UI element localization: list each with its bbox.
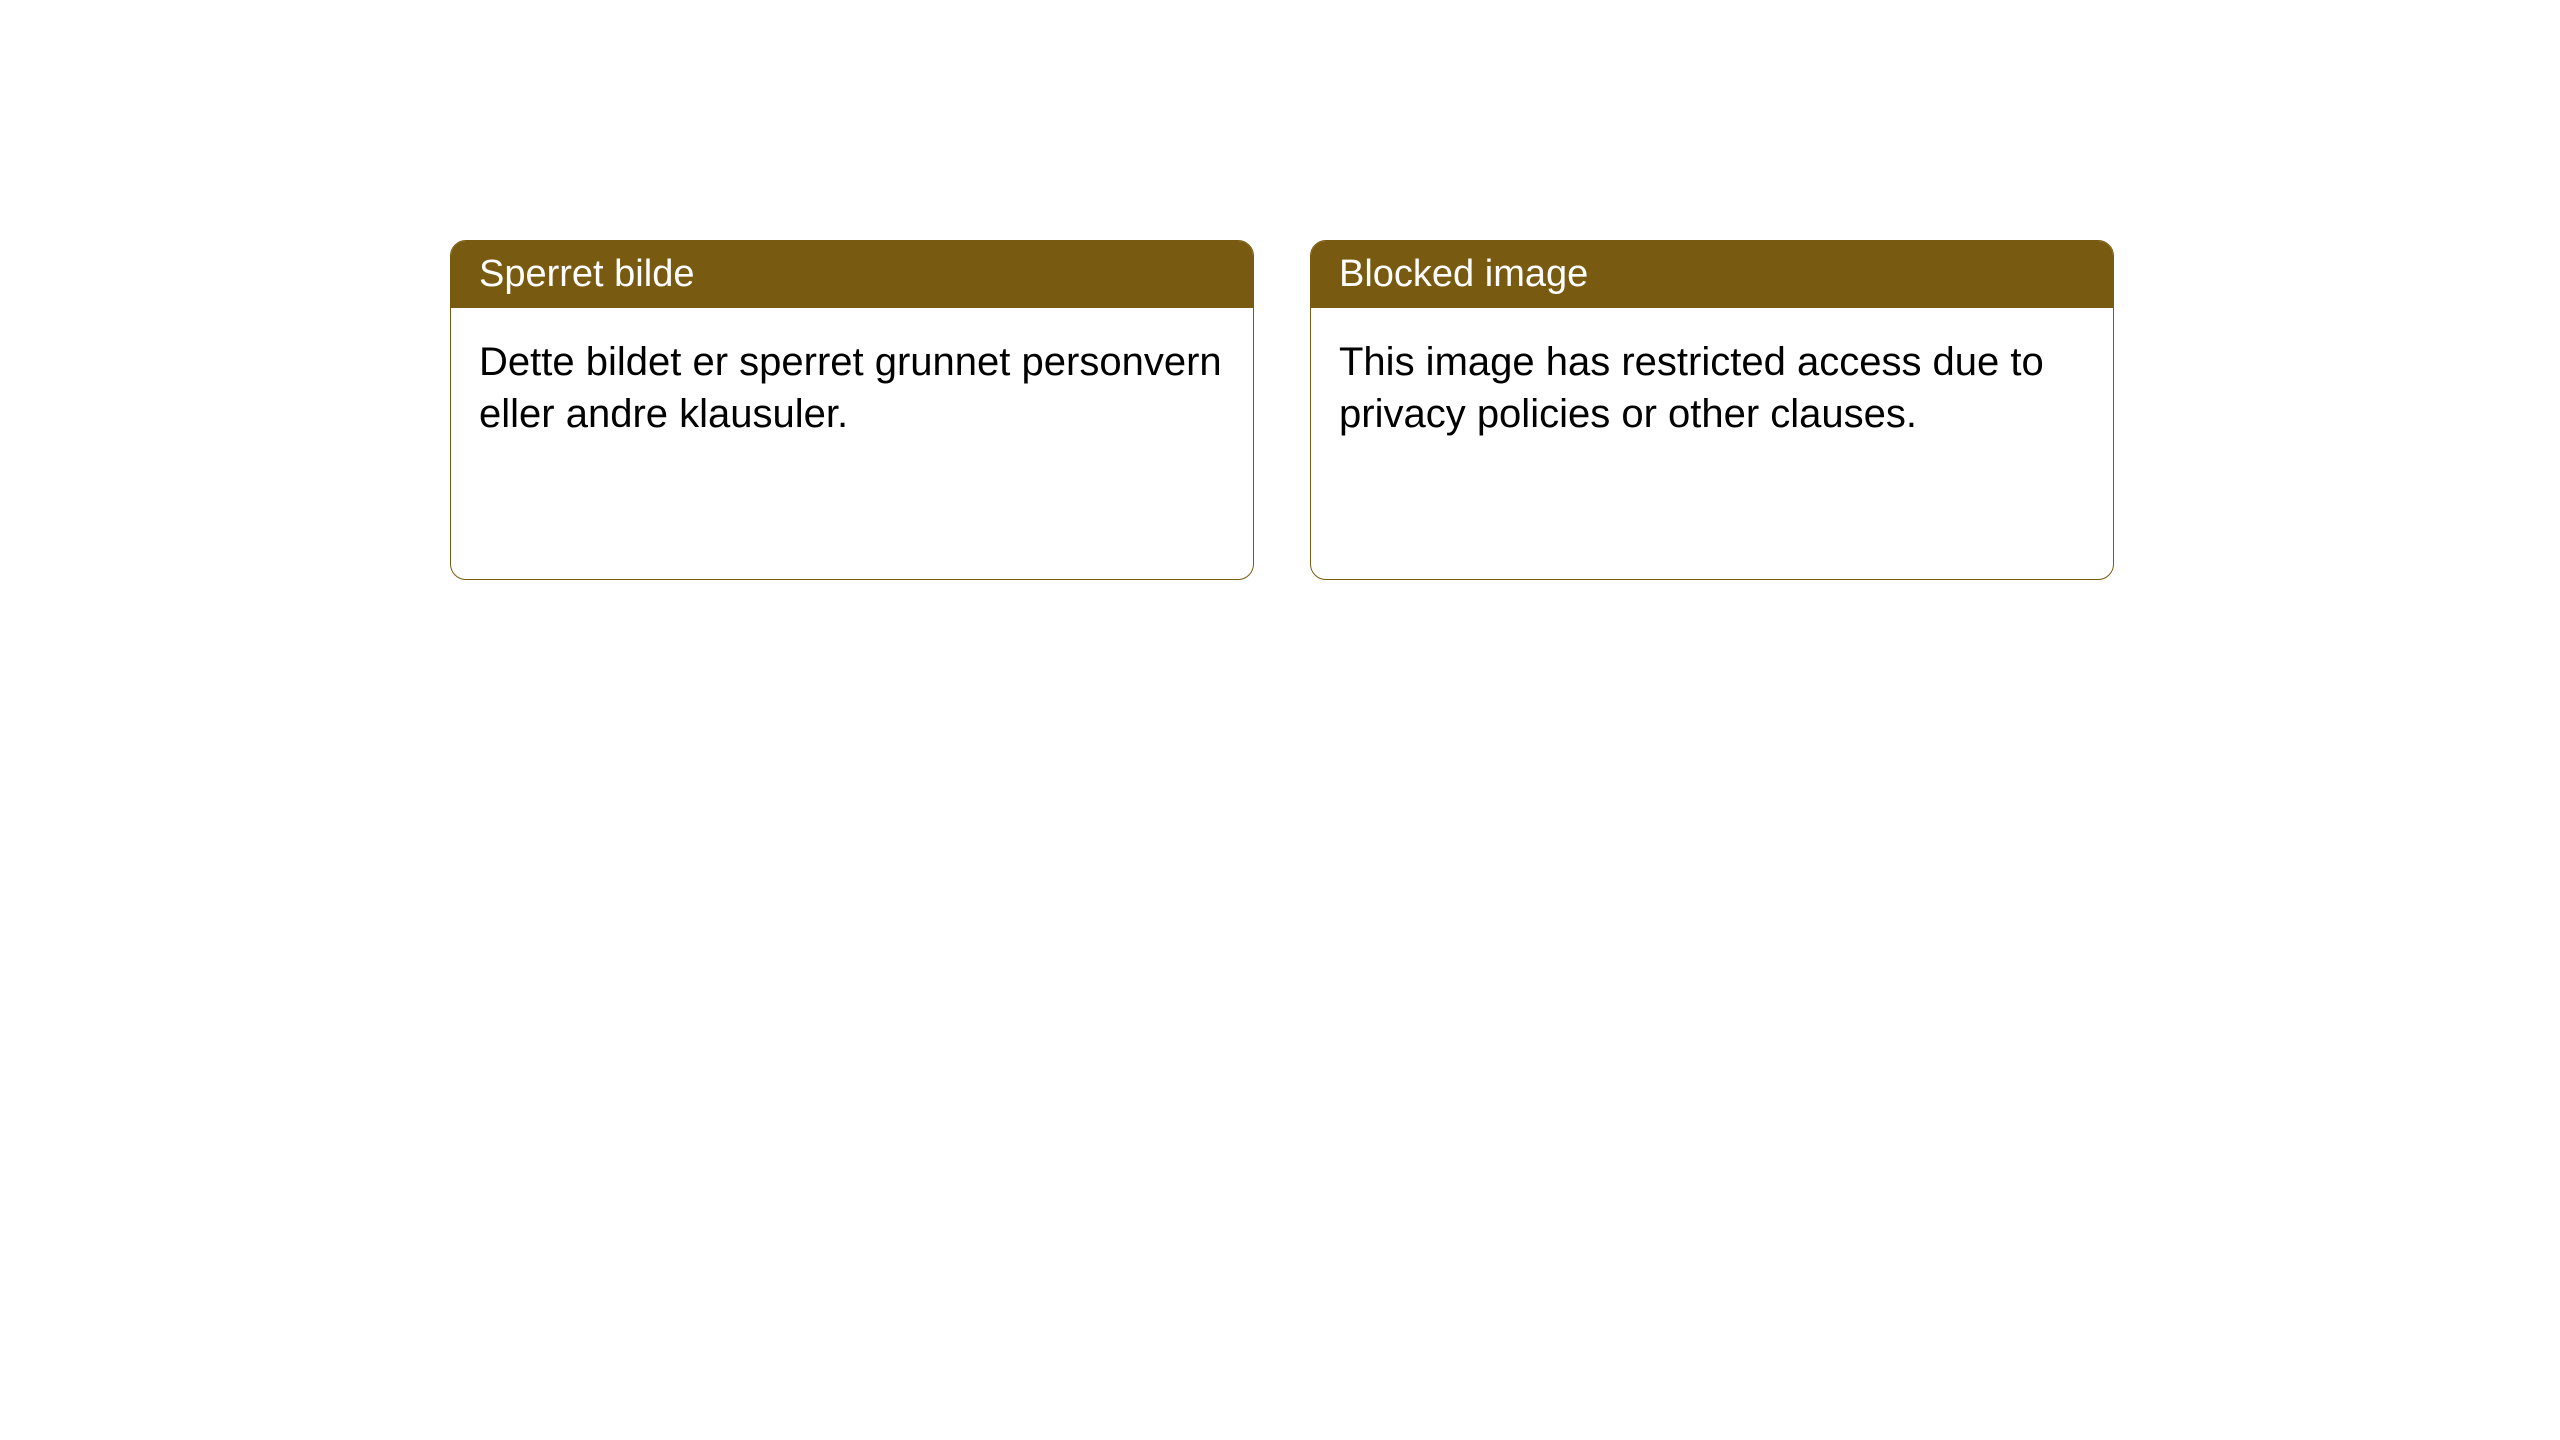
notice-header: Blocked image — [1311, 241, 2113, 308]
notice-title: Sperret bilde — [479, 253, 694, 295]
notice-body: Dette bildet er sperret grunnet personve… — [451, 308, 1253, 468]
notice-card-norwegian: Sperret bilde Dette bildet er sperret gr… — [450, 240, 1254, 580]
notice-title: Blocked image — [1339, 253, 1588, 295]
notice-header: Sperret bilde — [451, 241, 1253, 308]
notice-body: This image has restricted access due to … — [1311, 308, 2113, 468]
notice-text: Dette bildet er sperret grunnet personve… — [479, 340, 1222, 436]
notice-text: This image has restricted access due to … — [1339, 340, 2044, 436]
notice-card-english: Blocked image This image has restricted … — [1310, 240, 2114, 580]
notice-container: Sperret bilde Dette bildet er sperret gr… — [450, 240, 2114, 580]
